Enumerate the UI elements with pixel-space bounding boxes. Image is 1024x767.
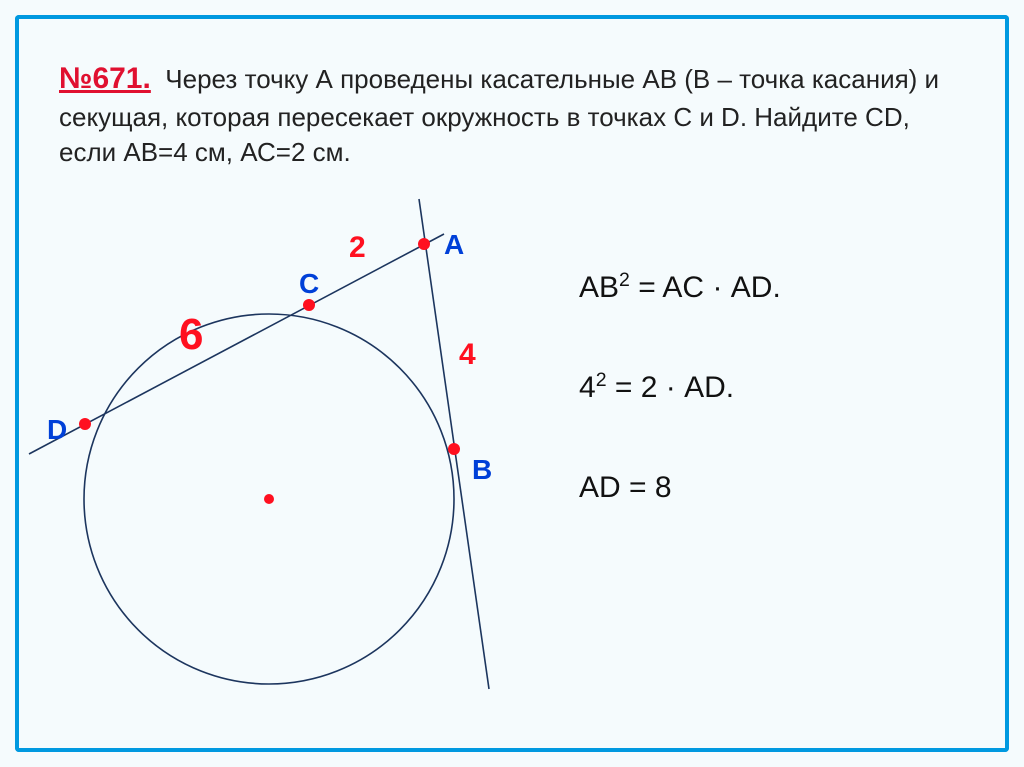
equations-block: AB2 = AC · AD. 42 = 2 · AD. AD = 8 [579, 249, 781, 549]
problem-statement: №671. Через точку А проведены касательны… [59, 59, 965, 170]
point-label-B: B [472, 454, 492, 485]
equation-line-1: AB2 = AC · AD. [579, 249, 781, 327]
length-label-AB: 4 [459, 338, 476, 371]
dot-icon: · [712, 271, 722, 304]
geometry-diagram: A B C D 2 4 6 [39, 229, 519, 709]
point-B [448, 443, 460, 455]
point-C [303, 299, 315, 311]
secant-line [29, 234, 444, 454]
frame-corner [969, 15, 1009, 55]
problem-text: Через точку А проведены касательные АВ (… [59, 64, 939, 167]
equation-line-3: AD = 8 [579, 449, 781, 527]
point-label-A: A [444, 229, 464, 260]
equation-line-2: 42 = 2 · AD. [579, 349, 781, 427]
eq-text: AD. [684, 371, 734, 404]
eq-sup: 2 [596, 369, 607, 391]
point-A [418, 238, 430, 250]
eq-text: = AC [630, 271, 704, 304]
point-label-C: C [299, 268, 319, 299]
center-point [264, 494, 274, 504]
dot-icon: · [666, 371, 676, 404]
eq-text: 4 [579, 371, 596, 404]
problem-number: №671. [59, 62, 151, 95]
frame-corner [15, 15, 55, 55]
diagram-svg: A B C D 2 4 6 [39, 229, 519, 709]
eq-text: AD. [731, 271, 781, 304]
eq-text: AB [579, 271, 619, 304]
point-D [79, 418, 91, 430]
eq-text: AD = 8 [579, 471, 672, 504]
frame-corner [969, 712, 1009, 752]
eq-sup: 2 [619, 269, 630, 291]
frame-corner [15, 712, 55, 752]
length-label-AC: 2 [349, 231, 366, 264]
eq-text: = 2 [607, 371, 666, 404]
point-label-D: D [47, 414, 67, 445]
length-label-CD: 6 [179, 310, 203, 359]
decorative-frame: №671. Через точку А проведены касательны… [15, 15, 1009, 752]
